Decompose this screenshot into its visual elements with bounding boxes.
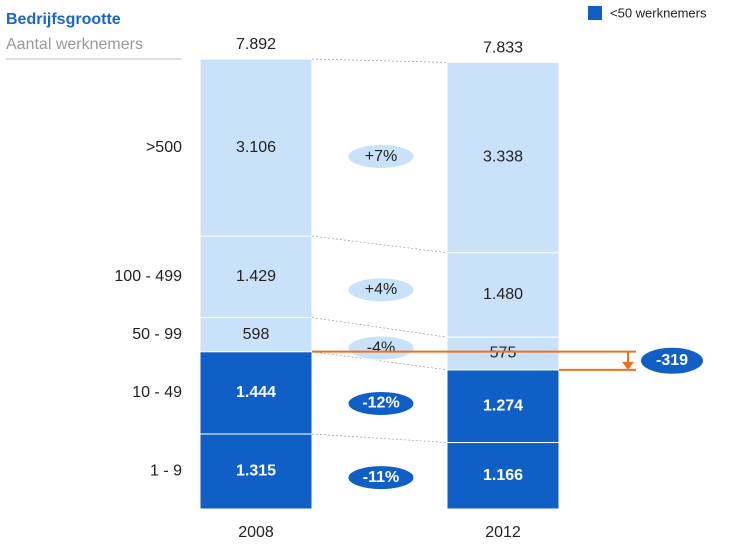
bar-segment: [446, 61, 560, 254]
category-label: >500: [146, 139, 182, 156]
change-label: -12%: [362, 395, 399, 412]
diff-bubble: [639, 345, 705, 376]
change-bubble: [347, 391, 415, 417]
change-label: -11%: [363, 469, 399, 486]
value-label: 1.274: [483, 397, 523, 414]
value-label: 1.444: [236, 384, 276, 401]
value-label: 1.166: [483, 467, 523, 484]
category-label: 1 - 9: [150, 463, 182, 480]
change-label: +7%: [365, 148, 397, 165]
category-label: 50 - 99: [132, 326, 182, 343]
x-tick-label: 2012: [485, 524, 521, 541]
diff-arrowhead: [622, 361, 634, 370]
category-label: 100 - 499: [114, 268, 182, 285]
bar-segment: [199, 433, 313, 510]
change-bubble: [347, 465, 415, 491]
chart-subtitle: Aantal werknemers: [6, 36, 143, 53]
legend-swatch: [588, 6, 602, 20]
connector: [311, 433, 448, 443]
bar-segment: [446, 369, 560, 444]
connector: [311, 351, 448, 371]
value-label: 575: [490, 345, 517, 362]
bar-segment: [199, 58, 313, 237]
value-label: 1.480: [483, 286, 523, 303]
legend-label: <50 werknemers: [610, 5, 707, 20]
diff-label: -319: [656, 352, 688, 369]
bar-segment: [446, 442, 560, 510]
connector: [311, 235, 448, 254]
connector: [311, 58, 448, 63]
x-tick-label: 2008: [238, 524, 274, 541]
value-label: 3.106: [236, 139, 276, 156]
bar-segment: [446, 336, 560, 371]
change-bubble: [347, 335, 415, 361]
value-label: 3.338: [483, 149, 523, 166]
chart-title: Bedrijfsgrootte: [6, 11, 121, 28]
bar-segment: [446, 252, 560, 338]
value-label: 1.429: [236, 268, 276, 285]
change-label: -4%: [367, 339, 395, 356]
bar-segment: [199, 351, 313, 435]
connector: [311, 317, 448, 338]
change-label: +4%: [365, 281, 397, 298]
category-label: 10 - 49: [132, 384, 182, 401]
change-bubble: [347, 277, 415, 303]
value-label: 1.315: [236, 463, 276, 480]
bar-segment: [199, 235, 313, 319]
total-label: 7.892: [236, 36, 276, 53]
total-label: 7.833: [483, 40, 523, 57]
value-label: 598: [243, 326, 270, 343]
change-bubble: [347, 144, 415, 170]
